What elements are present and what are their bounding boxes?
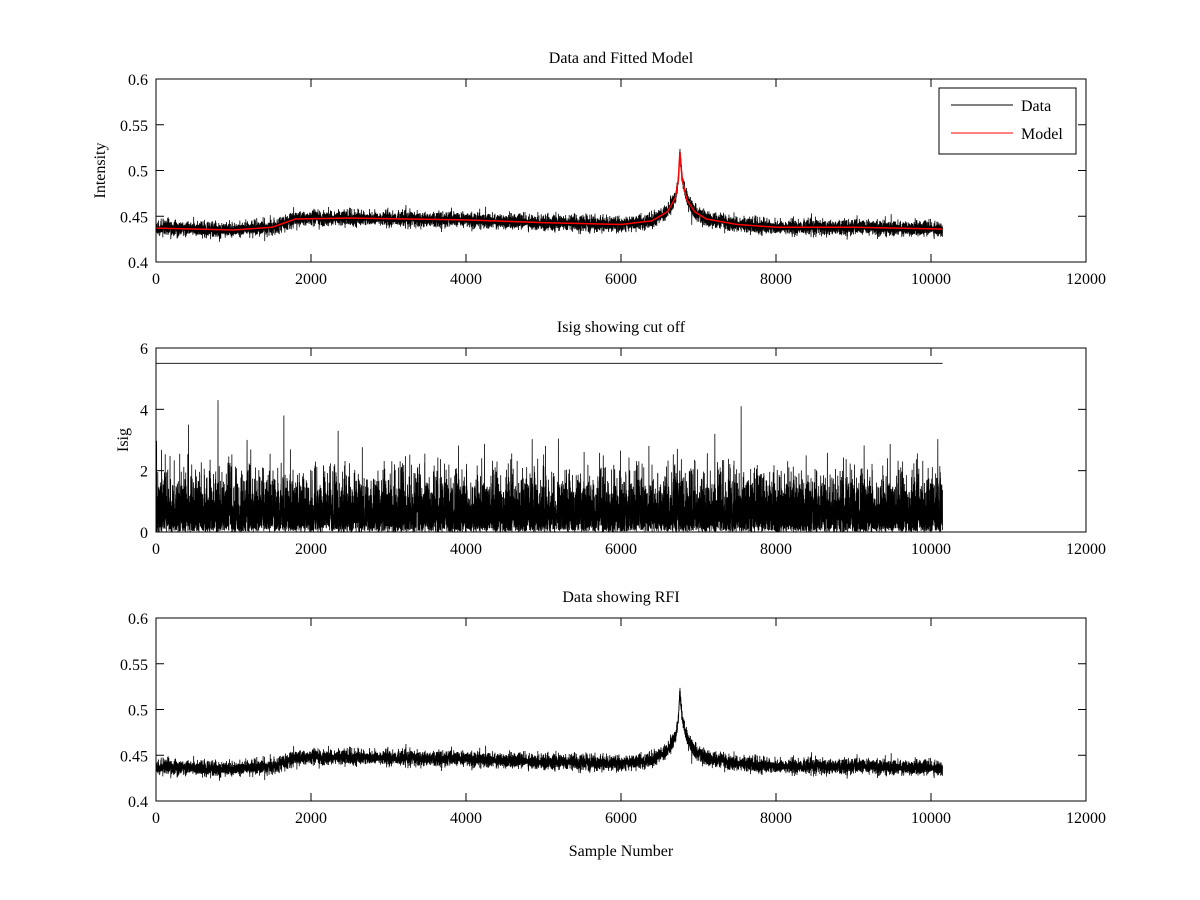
y-tick-label: 0.55 <box>120 118 148 135</box>
y-tick-label: 0.5 <box>128 164 148 181</box>
y-tick-label: 4 <box>140 402 148 419</box>
x-tick-label: 6000 <box>605 541 637 558</box>
subplot-1: 0 2000 4000 6000 8000 10000 12000 0.4 0.45 0.5 0.5… <box>92 50 1106 288</box>
x-tick-label: 2000 <box>295 271 327 288</box>
x-tick-label: 2000 <box>295 810 327 827</box>
x-tick-label: 10000 <box>911 810 951 827</box>
x-tick-label: 4000 <box>450 541 482 558</box>
y-tick-label: 0.5 <box>128 703 148 720</box>
x-tick-label: 12000 <box>1066 541 1106 558</box>
y-axis-label: Intensity <box>92 143 109 199</box>
x-tick-label: 10000 <box>911 271 951 288</box>
chart-title: Data showing RFI <box>562 589 679 606</box>
series-data <box>155 148 943 242</box>
y-tick-label: 0.45 <box>120 209 148 226</box>
chart-title: Isig showing cut off <box>557 319 686 336</box>
x-tick-label: 4000 <box>450 810 482 827</box>
y-axis-label: Isig <box>115 428 132 452</box>
x-tick-label: 8000 <box>760 541 792 558</box>
y-tick-label: 0.45 <box>120 748 148 765</box>
x-axis-label: Sample Number <box>569 843 674 860</box>
series-data <box>155 687 943 781</box>
chart-title: Data and Fitted Model <box>549 50 694 67</box>
x-tick-label: 0 <box>152 541 160 558</box>
x-tick-label: 4000 <box>450 271 482 288</box>
x-tick-label: 0 <box>152 271 160 288</box>
axes-box <box>155 617 1087 802</box>
series-isig <box>155 400 943 533</box>
series-model <box>155 152 943 231</box>
subplot-2: 0 2000 4000 6000 8000 10000 12000 0 2 4 6 Isig show… <box>115 319 1106 558</box>
y-tick-label: 0.55 <box>120 657 148 674</box>
legend-label-model: Model <box>1021 126 1063 143</box>
x-tick-label: 2000 <box>295 541 327 558</box>
y-tick-label: 0.4 <box>128 255 148 272</box>
x-tick-label: 6000 <box>605 810 637 827</box>
x-tick-label: 8000 <box>760 271 792 288</box>
x-tick-label: 6000 <box>605 271 637 288</box>
legend-box <box>938 87 1077 155</box>
x-tick-label: 10000 <box>911 541 951 558</box>
x-tick-label: 12000 <box>1066 271 1106 288</box>
x-tick-label: 12000 <box>1066 810 1106 827</box>
x-tick-label: 8000 <box>760 810 792 827</box>
legend: Data Model <box>938 87 1077 155</box>
y-tick-label: 6 <box>140 341 148 358</box>
legend-label-data: Data <box>1021 98 1051 115</box>
y-tick-label: 2 <box>140 464 148 481</box>
subplot-3: 0 2000 4000 6000 8000 10000 12000 0.4 0.45 0.5 0.5… <box>120 589 1106 860</box>
y-tick-label: 0.4 <box>128 794 148 811</box>
y-tick-label: 0.6 <box>128 611 148 628</box>
y-tick-label: 0.6 <box>128 72 148 89</box>
x-tick-label: 0 <box>152 810 160 827</box>
y-tick-label: 0 <box>140 525 148 542</box>
